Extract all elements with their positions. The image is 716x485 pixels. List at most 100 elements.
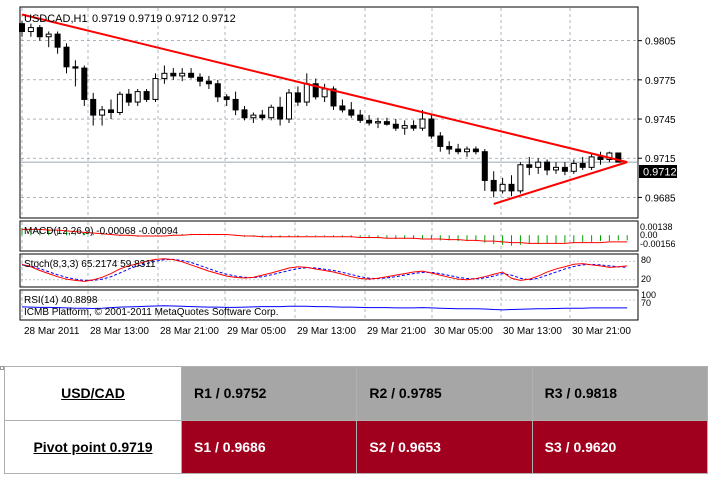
current-price-marker (639, 165, 677, 178)
candle-body-54 (499, 183, 506, 192)
candle-body-23 (223, 96, 230, 100)
candle-body-61 (561, 166, 568, 172)
candle-body-21 (205, 80, 212, 85)
macd-panel (19, 220, 639, 252)
candle-body-32 (303, 83, 310, 103)
price-tick-label-0: 0.9805 (645, 37, 676, 48)
candle-body-67 (615, 152, 622, 163)
candle-body-38 (357, 114, 364, 121)
candle-body-17 (170, 72, 177, 77)
rsi-line (21, 305, 628, 311)
time-label-8: 30 Mar 21:00 (572, 326, 631, 337)
time-label-4: 29 Mar 13:00 (297, 326, 356, 337)
price-tick-label-3: 0.9715 (645, 154, 676, 165)
candle-body-28 (268, 106, 275, 119)
candle-body-60 (553, 166, 559, 171)
candle-body-41 (383, 121, 390, 125)
candle-body-62 (570, 162, 577, 172)
macd-tick-2: -0.00156 (640, 239, 676, 249)
candle-body-56 (517, 164, 524, 192)
candle-body-39 (366, 119, 373, 124)
candle-body-3 (45, 33, 52, 38)
candle-body-34 (321, 88, 328, 98)
rsi-tick-1: 70 (641, 298, 651, 308)
pair-label: USD/CAD (61, 385, 125, 402)
candle-body-65 (597, 156, 604, 161)
platform-watermark: ICMB Platform, © 2001-2011 MetaQuotes So… (24, 307, 279, 318)
rsi-panel (19, 289, 639, 321)
candle-body-42 (392, 123, 399, 129)
candle-body-14 (143, 91, 150, 100)
trend-lines (21, 13, 628, 205)
candle-body-57 (526, 164, 533, 168)
candle-body-46 (428, 118, 435, 137)
macd-label: MACD(12,26,9) -0.00068 -0.00094 (24, 226, 178, 237)
candle-body-50 (464, 148, 470, 153)
candle-body-36 (339, 105, 346, 111)
candle-body-12 (125, 93, 132, 103)
stochastic-series: 80 20 (21, 255, 651, 284)
time-label-2: 28 Mar 21:00 (160, 326, 219, 337)
candle-body-15 (152, 78, 159, 100)
stoch-label: Stoch(8,3,3) 65.2174 59.8311 (24, 259, 156, 270)
time-label-1: 28 Mar 13:00 (90, 326, 149, 337)
time-label-6: 30 Mar 05:00 (434, 326, 493, 337)
price-tick-labels: 0.9805 0.9775 0.9745 0.9715 0.9685 (638, 37, 676, 204)
candle-body-51 (472, 148, 479, 153)
candle-body-53 (490, 179, 497, 192)
chart-symbol: USDCAD,H1 (24, 13, 88, 25)
candle-body-16 (161, 72, 168, 80)
candle-body-26 (250, 114, 257, 119)
candle-body-10 (108, 109, 114, 113)
r2-cell: R2 / 0.9785 (356, 366, 533, 421)
candle-body-7 (81, 67, 88, 100)
time-label-7: 30 Mar 13:00 (503, 326, 562, 337)
candle-body-4 (54, 33, 61, 48)
candle-body-59 (544, 161, 551, 171)
stoch-tick-0: 80 (641, 255, 651, 265)
candle-body-63 (579, 162, 586, 168)
candle-body-49 (455, 148, 462, 153)
time-label-5: 29 Mar 21:00 (367, 326, 426, 337)
time-label-0: 28 Mar 2011 (24, 326, 80, 337)
pivot-table-wrap: USD/CAD R1 / 0.9752 R2 / 0.9785 R3 / 0.9… (4, 366, 709, 474)
macd-tick-1: 0.00 (640, 230, 658, 240)
candle-body-5 (63, 46, 70, 68)
candle-body-64 (588, 156, 595, 168)
candle-body-30 (286, 92, 292, 120)
candle-body-40 (375, 121, 381, 124)
macd-signal-line (22, 228, 628, 244)
s2-cell: S2 / 0.9653 (356, 419, 533, 474)
candle-body-48 (446, 145, 453, 150)
trend-line-1 (493, 161, 628, 205)
candle-body-20 (197, 76, 203, 82)
price-tick-label-4: 0.9685 (645, 193, 676, 204)
trend-line-0 (21, 13, 628, 164)
candle-body-35 (330, 88, 337, 107)
candle-body-55 (508, 183, 515, 192)
candle-body-13 (134, 91, 141, 103)
chart-ohlc: 0.9719 0.9719 0.9712 0.9712 (92, 13, 236, 25)
candle-body-22 (214, 83, 221, 98)
stoch-tick-1: 20 (641, 274, 651, 284)
time-label-3: 29 Mar 05:00 (227, 326, 286, 337)
candle-body-2 (36, 27, 43, 38)
current-price-label: 0.9712 (643, 167, 677, 179)
candle-body-27 (259, 114, 266, 119)
candle-body-44 (410, 125, 417, 129)
stochastic-panel (19, 253, 639, 288)
candle-body-43 (401, 125, 408, 129)
candle-body-18 (179, 72, 186, 77)
candle-body-31 (294, 92, 301, 103)
pivot-table: USD/CAD R1 / 0.9752 R2 / 0.9785 R3 / 0.9… (4, 366, 709, 474)
pair-cell: USD/CAD (4, 366, 182, 421)
candle-body-33 (312, 83, 319, 98)
candle-body-47 (437, 135, 444, 147)
candle-body-58 (535, 161, 542, 168)
candle-body-0 (19, 23, 25, 33)
price-tick-label-2: 0.9745 (645, 115, 676, 126)
candle-body-45 (419, 118, 426, 129)
candle-body-37 (348, 109, 355, 116)
